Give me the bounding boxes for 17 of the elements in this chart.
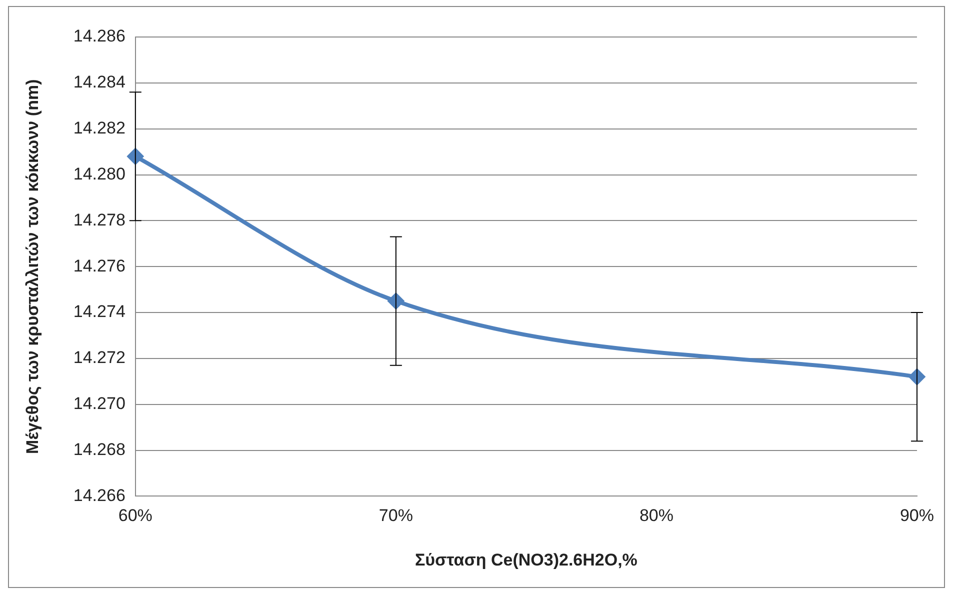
x-tick-label: 60% [118,506,152,526]
x-tick-label: 70% [378,506,413,526]
y-tick-label: 14.270 [73,394,126,414]
x-tick-label: 90% [900,506,934,526]
y-tick-label: 14.278 [73,210,126,230]
y-tick-label: 14.272 [73,348,126,368]
y-tick-label: 14.266 [73,486,126,505]
y-tick-label: 14.286 [73,26,126,46]
y-tick-label: 14.284 [73,72,126,92]
y-tick-label: 14.276 [73,256,126,276]
y-tick-label: 14.280 [73,164,126,184]
x-axis-title: Σύσταση Ce(NO3)2.6H2O,% [414,550,638,570]
y-tick-label: 14.282 [73,118,126,138]
y-tick-label: 14.274 [73,302,126,322]
y-tick-label: 14.268 [73,440,126,459]
x-tick-label: 80% [639,506,674,526]
y-axis-title: Μέγεθος των κρυσταλλιτών των κόκκωνν (nm) [22,79,42,454]
